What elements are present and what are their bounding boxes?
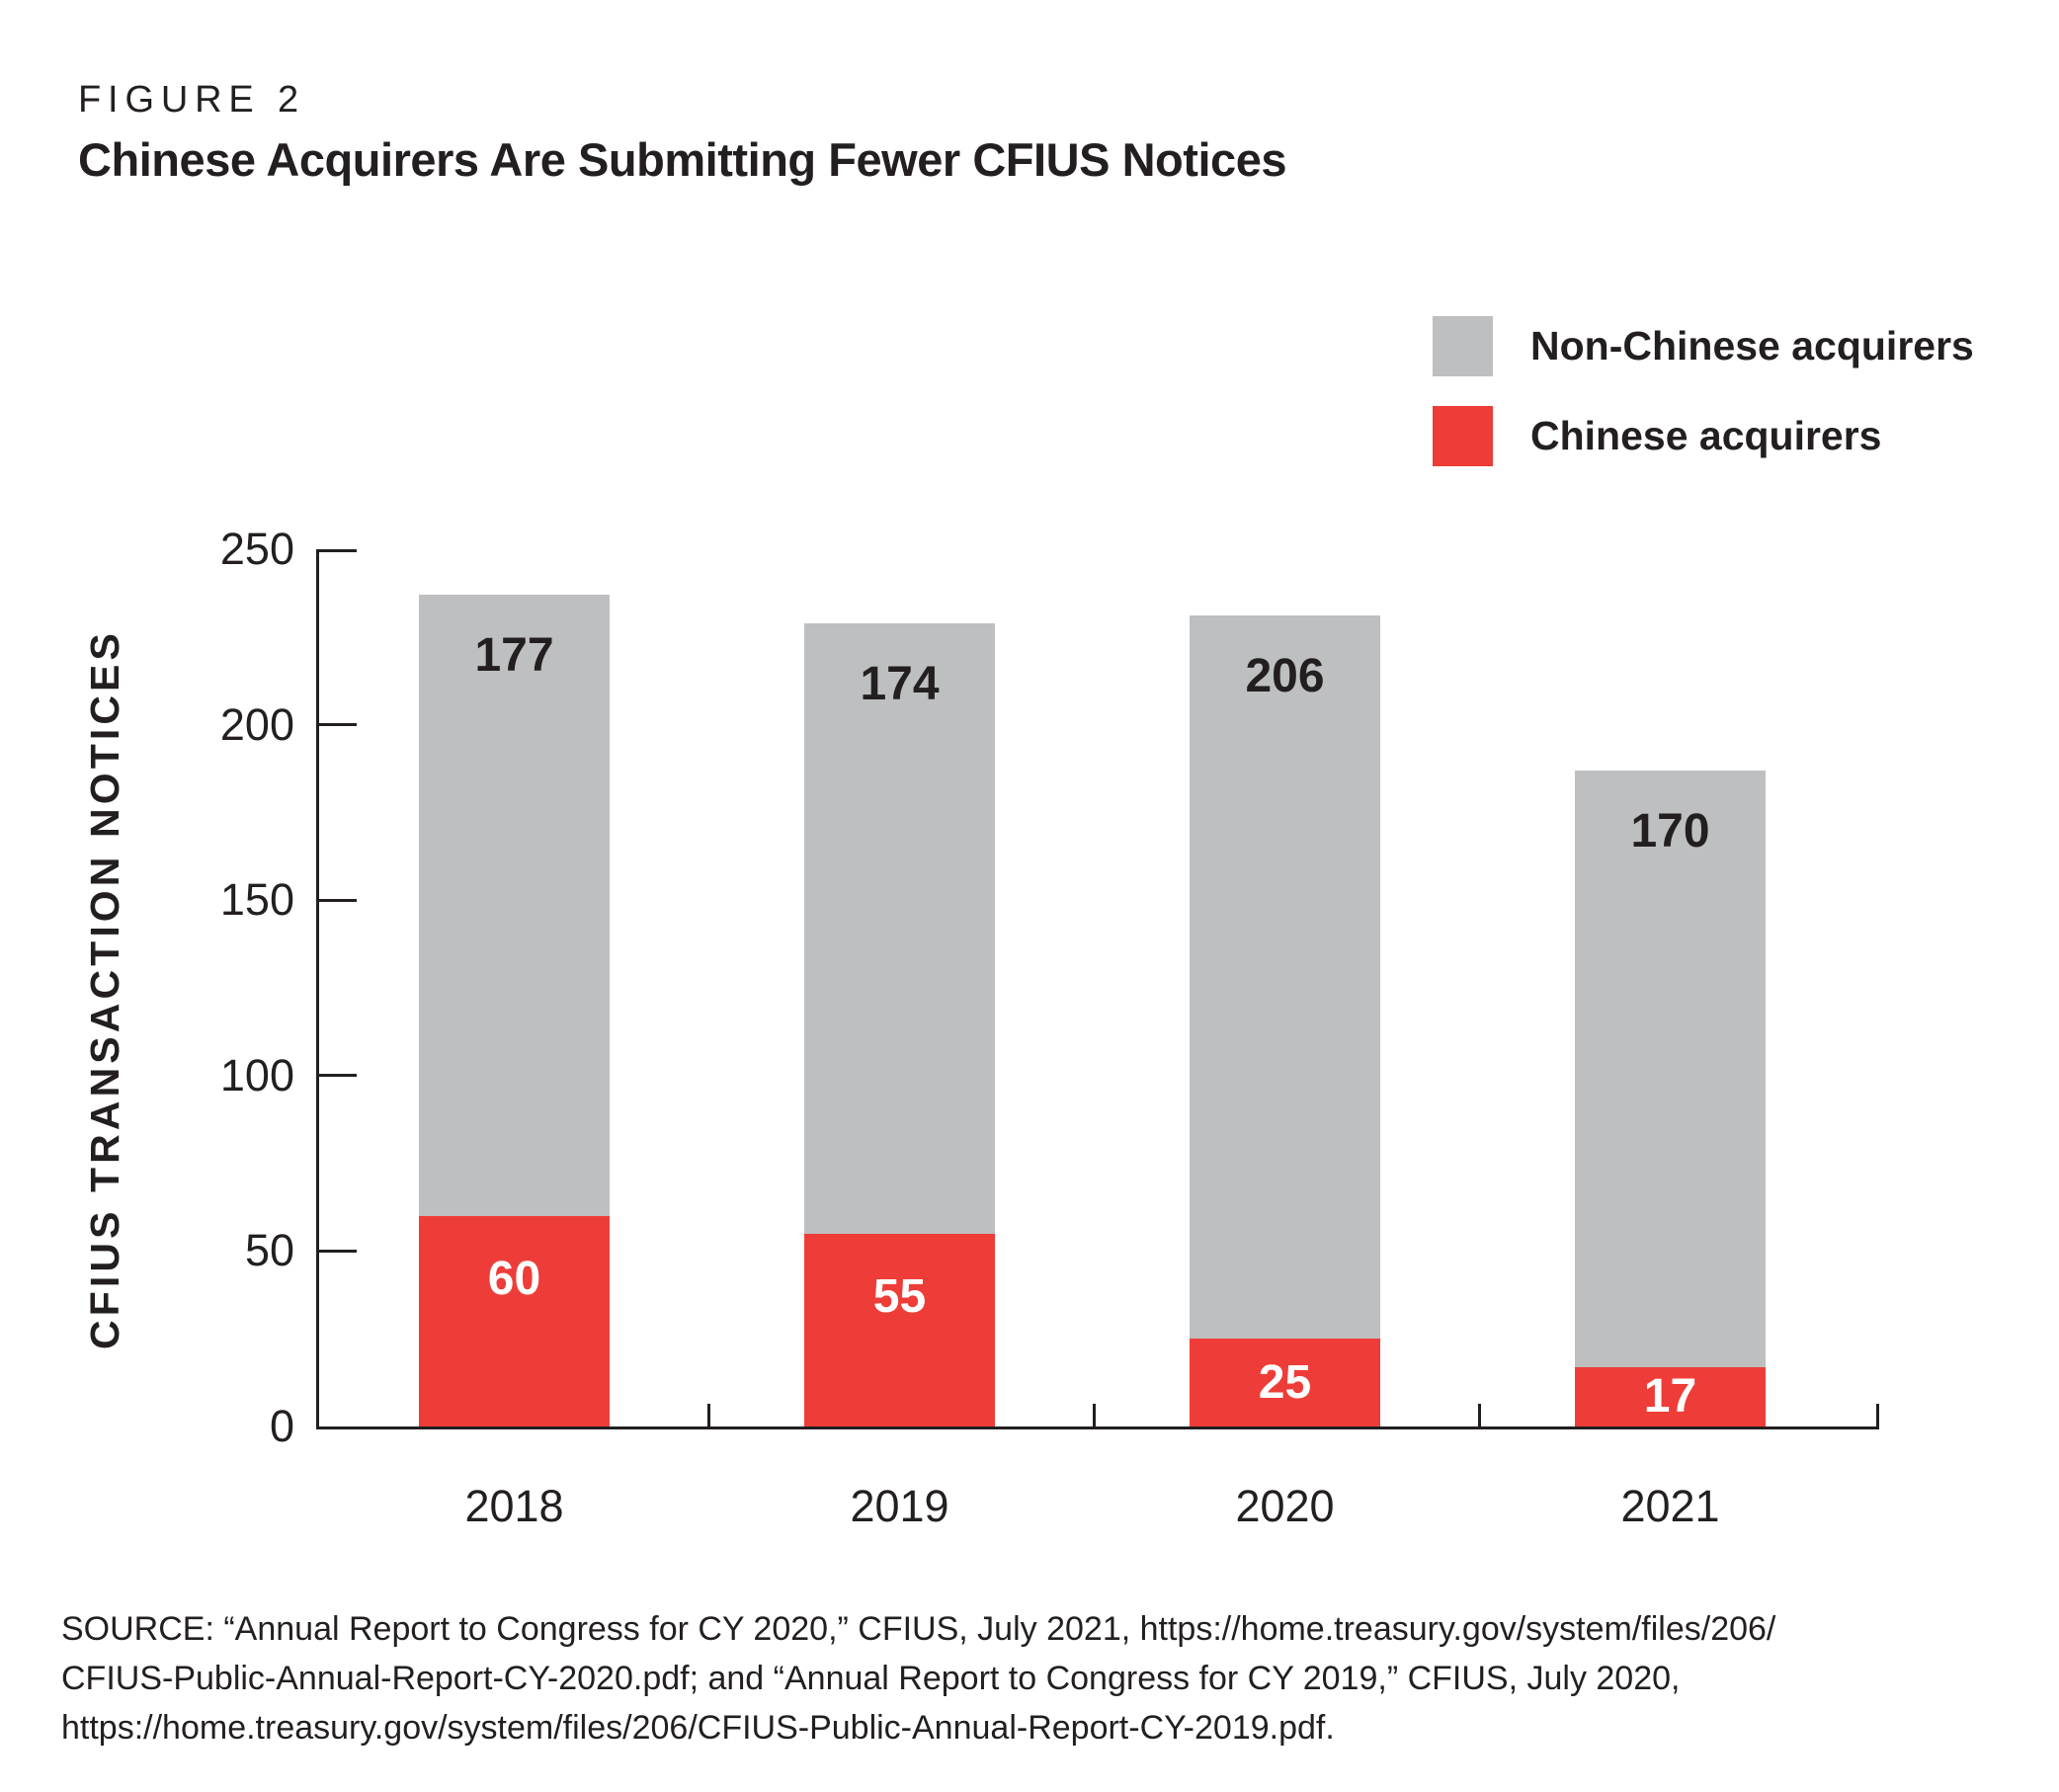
y-tick bbox=[319, 1074, 357, 1078]
x-axis-label-2021: 2021 bbox=[1620, 1481, 1720, 1531]
x-axis-label-2019: 2019 bbox=[850, 1481, 949, 1531]
source-line: https://home.treasury.gov/system/files/2… bbox=[61, 1709, 1335, 1747]
y-tick-label: 250 bbox=[219, 524, 294, 574]
bar-2021: 170 17 bbox=[1575, 771, 1766, 1426]
bar-value-label-non-chinese: 206 bbox=[1245, 650, 1325, 702]
bar-segment-chinese: 55 bbox=[804, 1234, 995, 1426]
bar-value-label-non-chinese: 170 bbox=[1630, 805, 1710, 857]
x-tick bbox=[1876, 1404, 1879, 1426]
y-tick bbox=[319, 723, 357, 727]
bar-2018: 177 60 bbox=[419, 595, 610, 1426]
x-tick bbox=[1092, 1404, 1096, 1426]
x-tick bbox=[706, 1404, 710, 1426]
legend-item-non-chinese: Non-Chinese acquirers bbox=[1433, 316, 1974, 376]
y-tick-label: 50 bbox=[244, 1225, 294, 1276]
plot-area: 177 60 174 55 206 25 170 17 bbox=[316, 549, 1879, 1429]
y-tick-label: 100 bbox=[219, 1049, 294, 1100]
y-axis-title: CFIUS TRANSACTION NOTICES bbox=[81, 629, 127, 1349]
source-line: CFIUS-Public-Annual-Report-CY-2020.pdf; … bbox=[61, 1660, 1681, 1697]
bar-value-label-chinese: 25 bbox=[1258, 1355, 1312, 1409]
bar-segment-non-chinese: 177 bbox=[419, 595, 610, 1216]
legend-swatch-chinese bbox=[1433, 406, 1493, 466]
source-line: SOURCE: “Annual Report to Congress for C… bbox=[61, 1610, 1776, 1648]
bar-value-label-non-chinese: 177 bbox=[474, 629, 554, 682]
legend-swatch-non-chinese bbox=[1433, 316, 1493, 376]
figure-title: Chinese Acquirers Are Submitting Fewer C… bbox=[78, 133, 1287, 186]
y-axis-tick-labels: 0 50 100 150 200 250 bbox=[168, 524, 294, 1451]
bar-segment-chinese: 25 bbox=[1190, 1339, 1380, 1426]
source-note: SOURCE: “Annual Report to Congress for C… bbox=[61, 1604, 1775, 1752]
bar-value-label-chinese: 60 bbox=[487, 1253, 541, 1305]
legend-label-non-chinese: Non-Chinese acquirers bbox=[1530, 323, 1974, 368]
y-tick-label: 200 bbox=[219, 698, 294, 750]
y-axis-title-wrap: CFIUS TRANSACTION NOTICES bbox=[57, 549, 152, 1429]
y-tick bbox=[319, 1249, 357, 1253]
bar-value-label-non-chinese: 174 bbox=[860, 658, 940, 710]
x-axis-label-2018: 2018 bbox=[464, 1481, 564, 1531]
x-axis-category-labels: 2018 2019 2020 2021 bbox=[319, 1481, 1879, 1540]
y-tick bbox=[319, 898, 357, 902]
bar-segment-chinese: 60 bbox=[419, 1216, 610, 1426]
legend-item-chinese: Chinese acquirers bbox=[1433, 406, 1974, 466]
bar-value-label-chinese: 17 bbox=[1643, 1370, 1697, 1423]
x-axis-label-2020: 2020 bbox=[1235, 1481, 1335, 1531]
x-tick bbox=[1477, 1404, 1481, 1426]
y-tick bbox=[319, 549, 357, 552]
bar-segment-chinese: 17 bbox=[1575, 1367, 1766, 1426]
bar-segment-non-chinese: 206 bbox=[1190, 615, 1380, 1339]
bar-2020: 206 25 bbox=[1190, 615, 1380, 1426]
y-tick-label: 0 bbox=[269, 1401, 294, 1451]
bar-value-label-chinese: 55 bbox=[872, 1270, 927, 1323]
figure-number-label: FIGURE 2 bbox=[78, 79, 305, 121]
bar-segment-non-chinese: 174 bbox=[804, 623, 995, 1234]
bar-segment-non-chinese: 170 bbox=[1575, 771, 1766, 1367]
chart-legend: Non-Chinese acquirers Chinese acquirers bbox=[1433, 316, 1974, 466]
bar-2019: 174 55 bbox=[804, 623, 995, 1426]
y-tick-label: 150 bbox=[219, 874, 294, 926]
legend-label-chinese: Chinese acquirers bbox=[1530, 413, 1882, 458]
